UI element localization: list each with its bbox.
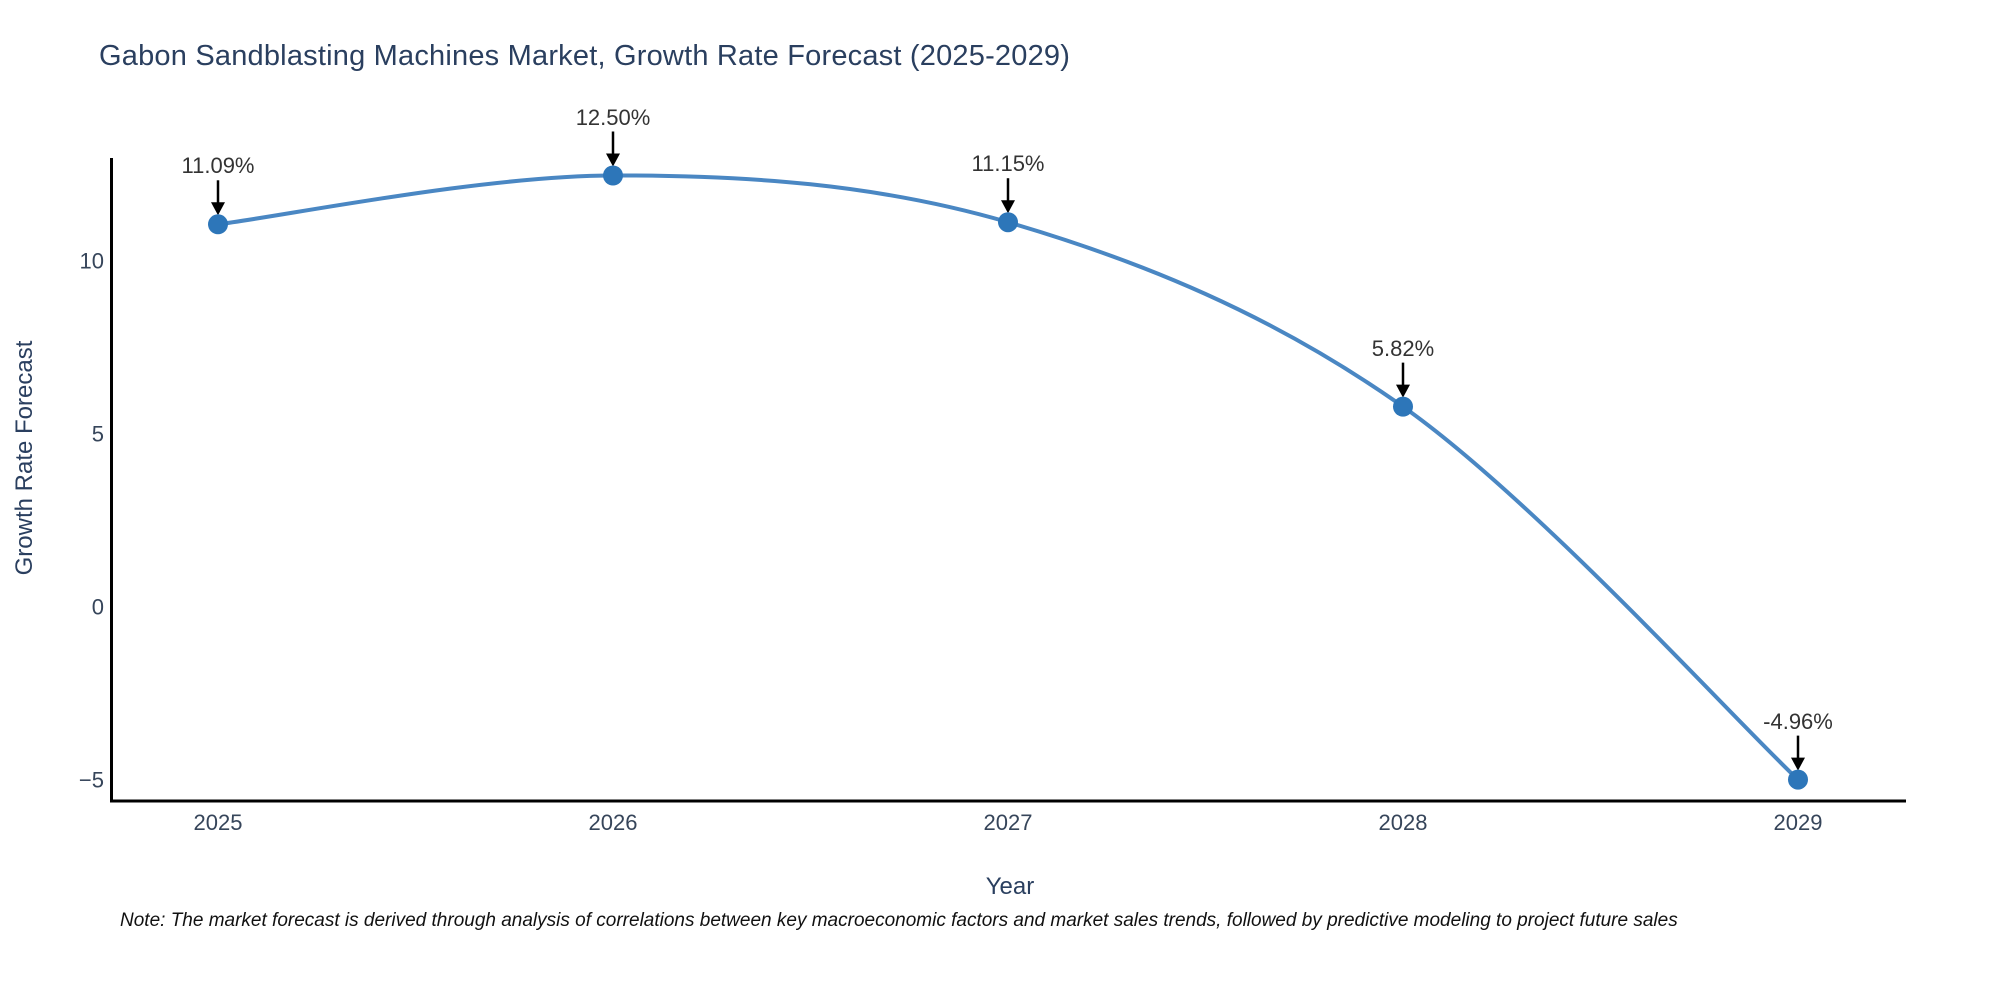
annotation-arrowhead-2027 [1001, 200, 1015, 214]
x-tick-2026: 2026 [588, 810, 638, 835]
data-point-2025[interactable] [208, 214, 228, 235]
x-axis-title: Year [985, 873, 1035, 900]
point-value-label-2027: 11.15% [971, 151, 1045, 177]
point-value-label-2029: -4.96% [1763, 708, 1833, 734]
y-tick-5: 5 [91, 421, 104, 447]
annotation-arrowhead-2025 [211, 202, 225, 216]
forecast-line [216, 173, 1800, 782]
footnote: Note: The market forecast is derived thr… [120, 910, 1678, 931]
point-value-label-2025: 11.09% [181, 153, 255, 179]
annotation-arrowhead-2026 [606, 153, 620, 167]
data-point-2027[interactable] [998, 212, 1018, 233]
x-tick-2025: 2025 [193, 810, 243, 835]
point-value-label-2026: 12.50% [575, 104, 651, 130]
x-tick-2029: 2029 [1773, 810, 1823, 835]
x-tick-2028: 2028 [1378, 810, 1428, 835]
x-tick-2027: 2027 [983, 810, 1033, 835]
annotation-arrowhead-2029 [1791, 757, 1805, 771]
data-point-2029[interactable] [1788, 769, 1808, 790]
point-value-label-2028: 5.82% [1371, 335, 1435, 361]
annotation-arrowhead-2028 [1396, 384, 1410, 398]
y-tick-10: 10 [79, 248, 104, 274]
data-point-2028[interactable] [1393, 396, 1413, 417]
chart-title: Gabon Sandblasting Machines Market, Grow… [99, 40, 1071, 72]
y-tick--5: −5 [78, 767, 104, 793]
y-tick-0: 0 [91, 594, 104, 620]
y-axis-title: Growth Rate Forecast [11, 340, 38, 576]
data-point-2026[interactable] [603, 165, 623, 186]
